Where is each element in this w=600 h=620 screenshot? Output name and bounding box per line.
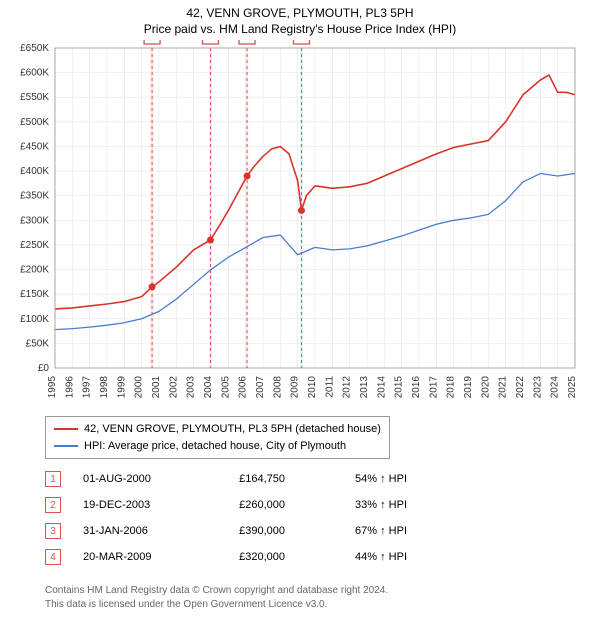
svg-text:2018: 2018: [446, 376, 457, 399]
sale-pct: 44% ↑ HPI: [307, 551, 407, 563]
sale-price: £320,000: [205, 551, 285, 563]
legend-item: HPI: Average price, detached house, City…: [54, 438, 381, 455]
svg-text:2005: 2005: [220, 376, 231, 399]
svg-text:1: 1: [149, 40, 155, 42]
svg-text:2004: 2004: [203, 376, 214, 399]
sale-marker: 4: [45, 549, 61, 565]
svg-text:2025: 2025: [567, 376, 578, 399]
page-title: 42, VENN GROVE, PLYMOUTH, PL3 5PH: [0, 6, 600, 20]
sale-marker: 1: [45, 471, 61, 487]
table-row: 2 19-DEC-2003 £260,000 33% ↑ HPI: [45, 492, 407, 518]
svg-text:£250K: £250K: [20, 240, 49, 251]
sale-pct: 33% ↑ HPI: [307, 499, 407, 511]
svg-text:1996: 1996: [64, 376, 75, 399]
svg-text:1995: 1995: [47, 376, 58, 399]
price-chart: £0 £50K £100K £150K £200K £250K £300K £350K £400…: [0, 40, 600, 410]
svg-text:£150K: £150K: [20, 289, 49, 300]
legend: 42, VENN GROVE, PLYMOUTH, PL3 5PH (detac…: [45, 416, 390, 459]
svg-text:£0: £0: [38, 363, 50, 374]
footer-text: Contains HM Land Registry data © Crown c…: [45, 584, 388, 612]
sale-date: 19-DEC-2003: [83, 499, 183, 511]
svg-text:2019: 2019: [463, 376, 474, 399]
svg-text:2022: 2022: [515, 376, 526, 399]
svg-text:1997: 1997: [82, 376, 93, 399]
page-subtitle: Price paid vs. HM Land Registry's House …: [0, 22, 600, 36]
legend-label: 42, VENN GROVE, PLYMOUTH, PL3 5PH (detac…: [84, 421, 381, 438]
legend-item: 42, VENN GROVE, PLYMOUTH, PL3 5PH (detac…: [54, 421, 381, 438]
sale-pct: 67% ↑ HPI: [307, 525, 407, 537]
sale-price: £164,750: [205, 473, 285, 485]
sale-marker: 3: [45, 523, 61, 539]
svg-text:1999: 1999: [116, 376, 127, 399]
legend-label: HPI: Average price, detached house, City…: [84, 438, 346, 455]
svg-text:£100K: £100K: [20, 314, 49, 325]
sale-pct: 54% ↑ HPI: [307, 473, 407, 485]
svg-text:2023: 2023: [532, 376, 543, 399]
sale-price: £260,000: [205, 499, 285, 511]
svg-text:2009: 2009: [290, 376, 301, 399]
svg-text:£200K: £200K: [20, 265, 49, 276]
svg-text:3: 3: [244, 40, 250, 42]
svg-text:2000: 2000: [134, 376, 145, 399]
svg-text:4: 4: [299, 40, 305, 42]
sale-date: 01-AUG-2000: [83, 473, 183, 485]
svg-text:2010: 2010: [307, 376, 318, 399]
svg-text:1998: 1998: [99, 376, 110, 399]
svg-text:2015: 2015: [394, 376, 405, 399]
svg-text:£450K: £450K: [20, 141, 49, 152]
svg-text:2006: 2006: [238, 376, 249, 399]
legend-swatch: [54, 428, 78, 430]
sale-date: 20-MAR-2009: [83, 551, 183, 563]
svg-text:2024: 2024: [550, 376, 561, 399]
svg-text:2017: 2017: [428, 376, 439, 399]
legend-swatch: [54, 445, 78, 447]
sale-marker: 2: [45, 497, 61, 513]
svg-text:£50K: £50K: [26, 338, 50, 349]
svg-text:£350K: £350K: [20, 191, 49, 202]
table-row: 3 31-JAN-2006 £390,000 67% ↑ HPI: [45, 518, 407, 544]
svg-text:£650K: £650K: [20, 43, 49, 54]
svg-text:£550K: £550K: [20, 92, 49, 103]
svg-text:2001: 2001: [151, 376, 162, 399]
footer-line1: Contains HM Land Registry data © Crown c…: [45, 584, 388, 598]
svg-text:2008: 2008: [272, 376, 283, 399]
svg-text:2012: 2012: [342, 376, 353, 399]
sale-date: 31-JAN-2006: [83, 525, 183, 537]
svg-text:2020: 2020: [480, 376, 491, 399]
svg-text:£500K: £500K: [20, 117, 49, 128]
footer-line2: This data is licensed under the Open Gov…: [45, 598, 388, 612]
svg-text:£400K: £400K: [20, 166, 49, 177]
sale-price: £390,000: [205, 525, 285, 537]
svg-text:2016: 2016: [411, 376, 422, 399]
svg-text:£300K: £300K: [20, 215, 49, 226]
svg-text:2013: 2013: [359, 376, 370, 399]
svg-text:2007: 2007: [255, 376, 266, 399]
sales-table: 1 01-AUG-2000 £164,750 54% ↑ HPI 2 19-DEC-200…: [45, 466, 407, 570]
svg-text:2011: 2011: [324, 376, 335, 398]
svg-text:£600K: £600K: [20, 68, 49, 79]
svg-text:2: 2: [208, 40, 214, 42]
table-row: 4 20-MAR-2009 £320,000 44% ↑ HPI: [45, 544, 407, 570]
svg-text:2003: 2003: [186, 376, 197, 399]
svg-text:2002: 2002: [168, 376, 179, 399]
svg-text:2021: 2021: [498, 376, 509, 399]
table-row: 1 01-AUG-2000 £164,750 54% ↑ HPI: [45, 466, 407, 492]
svg-text:2014: 2014: [376, 376, 387, 399]
